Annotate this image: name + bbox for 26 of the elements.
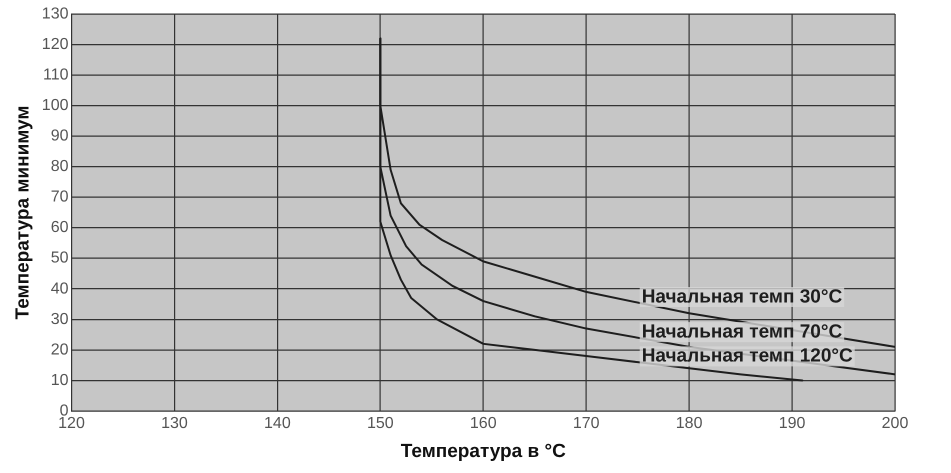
x-tick-label: 190 <box>778 415 806 432</box>
x-tick-label: 130 <box>161 415 188 432</box>
x-axis-title: Температура в °C <box>400 440 566 462</box>
y-tick-label: 80 <box>50 158 69 176</box>
series-label: Начальная темп 30°C <box>642 286 842 308</box>
y-tick-label: 70 <box>50 188 69 206</box>
y-tick-label: 40 <box>50 280 69 298</box>
x-tick-label: 150 <box>366 415 394 432</box>
y-tick-label: 100 <box>42 97 69 114</box>
x-tick-label: 160 <box>470 415 497 432</box>
x-tick-label: 170 <box>572 415 600 432</box>
y-tick-label: 50 <box>50 250 69 267</box>
series-label: Начальная темп 70°C <box>642 321 842 342</box>
series-label: Начальная темп 120°C <box>642 346 854 367</box>
y-tick-label: 60 <box>50 219 69 236</box>
y-tick-label: 110 <box>42 66 69 84</box>
y-tick-label: 90 <box>50 128 69 145</box>
y-tick-label: 20 <box>50 341 69 358</box>
x-tick-label: 140 <box>264 415 291 432</box>
x-tick-label: 200 <box>882 415 908 432</box>
x-tick-label: 180 <box>676 415 703 432</box>
y-tick-label: 10 <box>50 372 69 389</box>
y-tick-label: 30 <box>50 310 69 328</box>
y-tick-label: 120 <box>42 36 69 53</box>
y-tick-label: 130 <box>42 5 69 22</box>
y-axis-title: Температура минимум <box>12 106 34 320</box>
